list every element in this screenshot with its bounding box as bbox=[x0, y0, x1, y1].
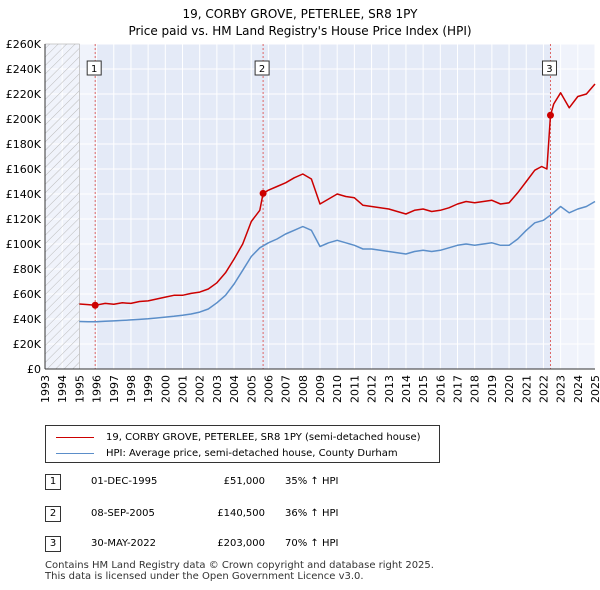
transaction-hpi: 36% ↑ HPI bbox=[285, 508, 339, 519]
y-tick-label: £180K bbox=[6, 138, 42, 151]
legend-label-hpi: HPI: Average price, semi-detached house,… bbox=[106, 447, 398, 459]
y-tick-label: £140K bbox=[6, 188, 42, 201]
x-tick-label: 2000 bbox=[159, 375, 172, 403]
legend-item-property: 19, CORBY GROVE, PETERLEE, SR8 1PY (semi… bbox=[56, 430, 421, 444]
footer-copyright: Contains HM Land Registry data © Crown c… bbox=[45, 560, 434, 571]
x-tick-label: 2012 bbox=[366, 375, 379, 403]
x-tick-label: 2009 bbox=[314, 375, 327, 403]
y-tick-label: £20K bbox=[13, 338, 42, 351]
transaction-date: 08-SEP-2005 bbox=[91, 508, 155, 519]
x-tick-label: 2023 bbox=[555, 375, 568, 403]
x-tick-label: 2004 bbox=[228, 375, 241, 403]
hpi-line bbox=[79, 200, 596, 323]
chart-subtitle: Price paid vs. HM Land Registry's House … bbox=[128, 24, 472, 38]
y-tick-label: £260K bbox=[6, 38, 42, 51]
x-tick-label: 1998 bbox=[125, 375, 138, 403]
transaction-date: 01-DEC-1995 bbox=[91, 476, 158, 487]
x-tick-label: 2005 bbox=[245, 375, 258, 403]
x-tick-label: 2001 bbox=[177, 375, 190, 403]
x-tick-label: 2018 bbox=[469, 375, 482, 403]
legend-swatch-hpi bbox=[56, 452, 94, 454]
transaction-2-label: 2 bbox=[259, 64, 265, 75]
x-tick-label: 2006 bbox=[262, 375, 275, 403]
transaction-2-point bbox=[259, 189, 267, 197]
x-tick-label: 2002 bbox=[194, 375, 207, 403]
transaction-number: 3 bbox=[45, 536, 61, 552]
x-tick-label: 2016 bbox=[434, 375, 447, 403]
transaction-3-label: 3 bbox=[546, 64, 552, 75]
x-tick-label: 2007 bbox=[280, 375, 293, 403]
y-tick-label: £200K bbox=[6, 113, 42, 126]
x-tick-label: 2020 bbox=[503, 375, 516, 403]
transaction-2-label-box bbox=[254, 60, 270, 76]
y-tick-label: £0 bbox=[27, 363, 41, 376]
transaction-hpi: 70% ↑ HPI bbox=[285, 538, 339, 549]
transaction-1-label: 1 bbox=[91, 64, 97, 75]
x-tick-label: 2019 bbox=[486, 375, 499, 403]
x-tick-label: 2003 bbox=[211, 375, 224, 403]
transaction-price: £203,000 bbox=[217, 538, 265, 549]
x-tick-label: 2024 bbox=[572, 375, 585, 403]
y-tick-label: £60K bbox=[13, 288, 42, 301]
x-tick-label: 1994 bbox=[56, 375, 69, 403]
y-tick-label: £100K bbox=[6, 238, 42, 251]
y-tick-label: £160K bbox=[6, 163, 42, 176]
x-tick-label: 1999 bbox=[142, 375, 155, 403]
property-price-line bbox=[79, 83, 596, 307]
x-tick-label: 1995 bbox=[73, 375, 86, 403]
transaction-1-point bbox=[91, 301, 99, 309]
x-tick-label: 2021 bbox=[520, 375, 533, 403]
price-chart: 1 2 3 £0 £20K £40K £60K £80K £100K £120K £140K £16… bbox=[6, 38, 600, 403]
chart-title: 19, CORBY GROVE, PETERLEE, SR8 1PY Price… bbox=[0, 6, 600, 40]
x-tick-label: 1996 bbox=[91, 375, 104, 403]
y-tick-label: £120K bbox=[6, 213, 42, 226]
transaction-date: 30-MAY-2022 bbox=[91, 538, 157, 549]
legend-swatch-property bbox=[56, 436, 94, 438]
x-tick-label: 2014 bbox=[400, 375, 413, 403]
y-tick-label: £240K bbox=[6, 63, 42, 76]
x-tick-label: 2010 bbox=[331, 375, 344, 403]
transaction-3-point bbox=[546, 111, 554, 119]
y-tick-label: £80K bbox=[13, 263, 42, 276]
x-tick-label: 2015 bbox=[417, 375, 430, 403]
ownership-period-band bbox=[95, 44, 551, 369]
footer-licence: This data is licensed under the Open Gov… bbox=[45, 571, 364, 582]
transaction-price: £140,500 bbox=[217, 508, 265, 519]
x-tick-label: 1997 bbox=[108, 375, 121, 403]
x-tick-label: 2025 bbox=[589, 375, 600, 403]
x-tick-label: 2022 bbox=[537, 375, 550, 403]
transaction-number: 1 bbox=[45, 474, 61, 490]
transaction-3-label-box bbox=[541, 60, 557, 76]
y-tick-label: £40K bbox=[13, 313, 42, 326]
chart-title-main: 19, CORBY GROVE, PETERLEE, SR8 1PY bbox=[182, 7, 418, 21]
x-tick-label: 2013 bbox=[383, 375, 396, 403]
transaction-hpi: 35% ↑ HPI bbox=[285, 476, 339, 487]
x-tick-label: 2008 bbox=[297, 375, 310, 403]
legend-label-property: 19, CORBY GROVE, PETERLEE, SR8 1PY (semi… bbox=[106, 431, 421, 443]
no-data-hatched-region bbox=[44, 43, 80, 370]
x-tick-label: 2011 bbox=[348, 375, 361, 403]
x-tick-label: 1993 bbox=[39, 375, 52, 403]
y-tick-label: £220K bbox=[6, 88, 42, 101]
transaction-number: 2 bbox=[45, 506, 61, 522]
transaction-price: £51,000 bbox=[223, 476, 265, 487]
legend: 19, CORBY GROVE, PETERLEE, SR8 1PY (semi… bbox=[45, 425, 440, 463]
transaction-1-label-box bbox=[86, 60, 102, 76]
x-tick-label: 2017 bbox=[452, 375, 465, 403]
legend-item-hpi: HPI: Average price, semi-detached house,… bbox=[56, 446, 398, 460]
